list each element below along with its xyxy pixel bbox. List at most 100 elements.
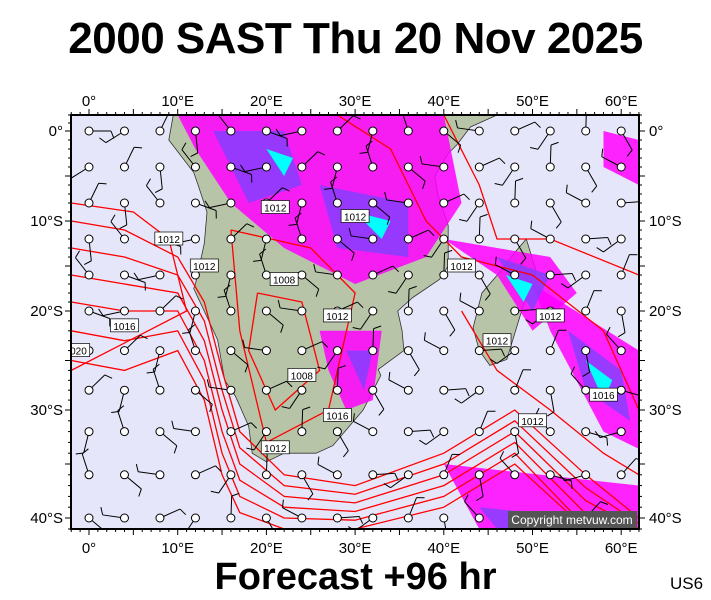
svg-text:1016: 1016 [592, 391, 615, 402]
isobar-label: 1012 [482, 333, 512, 348]
isobar [71, 330, 639, 529]
wind-barb [368, 470, 399, 481]
lat-tick-label: 0° [649, 123, 663, 140]
wind-barb [188, 324, 200, 356]
wind-barb [439, 193, 470, 208]
wind-barb [559, 470, 591, 482]
wind-barb [560, 270, 591, 289]
wind-barb [332, 115, 361, 136]
wind-barb [439, 306, 456, 337]
svg-text:Copyright metvuw.com: Copyright metvuw.com [511, 513, 632, 527]
wind-barb [84, 126, 115, 139]
wind-barb [616, 306, 626, 338]
wind-barb [100, 507, 129, 523]
wind-barb [510, 369, 532, 395]
wind-barb [226, 492, 240, 523]
wind-barb [439, 453, 461, 480]
wind-barb [403, 162, 426, 189]
wind-barb [384, 192, 413, 208]
lon-tick-label: 50°E [516, 93, 549, 110]
wind-barb [545, 329, 567, 356]
wind-barb [510, 427, 520, 458]
wind-barb [403, 427, 435, 438]
wind-barb [84, 306, 111, 327]
wind-barb [217, 115, 236, 136]
wind-barb [499, 451, 520, 480]
wind-barb [152, 363, 165, 395]
isobar-label: 1016 [110, 318, 139, 333]
isobar-label: 1008 [287, 368, 317, 382]
wind-barb [459, 292, 484, 316]
rain-area [603, 131, 639, 185]
isobar-label: 1020 [65, 343, 91, 358]
isobar-label: 1012 [340, 209, 370, 224]
svg-text:1020: 1020 [65, 347, 88, 358]
wind-barb [581, 234, 612, 245]
lon-tick-label: 20°E [250, 540, 283, 557]
wind-barb [570, 366, 591, 395]
wind-barb [226, 346, 249, 373]
lon-tick-label: 50°E [516, 540, 549, 557]
lat-tick-label: 10°S [649, 213, 682, 230]
wind-barb [545, 470, 573, 489]
wind-barb [601, 148, 626, 172]
rain-area-moderate [213, 131, 302, 203]
wind-barb [210, 470, 236, 494]
forecast-hour: Forecast +96 hr [214, 556, 497, 598]
wind-barb [261, 513, 274, 529]
wind-barb [332, 427, 349, 458]
wind-barb [474, 213, 488, 244]
lon-tick-label: 20°E [250, 93, 283, 110]
wind-barb [297, 470, 314, 501]
lat-tick-label: 10°S [30, 213, 63, 230]
model-code: US6 [670, 574, 704, 593]
wind-barb [226, 223, 255, 244]
wind-barb [190, 465, 222, 480]
wind-barb [474, 270, 491, 301]
wind-barb [261, 126, 288, 147]
wind-barb [119, 270, 146, 291]
wind-barb [297, 406, 311, 437]
svg-text:1008: 1008 [273, 276, 296, 287]
wind-barb [459, 198, 484, 222]
wind-barb [84, 513, 103, 529]
isobar-label: 1008 [269, 272, 299, 287]
isobar [71, 349, 639, 529]
wind-barb [388, 270, 413, 294]
wind-barb [403, 285, 417, 316]
wind-barb [596, 234, 626, 253]
wind-barb [317, 346, 342, 370]
isobar-label: 1012 [260, 200, 290, 215]
wind-barb [388, 371, 413, 395]
isobar-label: 1016 [589, 387, 618, 402]
wind-barb [439, 249, 453, 280]
wind-barb [277, 300, 307, 316]
wind-barb [423, 332, 449, 356]
wind-barb [510, 121, 541, 136]
wind-barb [313, 264, 342, 280]
wind-barb [275, 126, 307, 137]
rain-area-heavy [266, 149, 293, 176]
wind-barb [352, 306, 378, 330]
wind-barb [294, 212, 307, 244]
copyright-badge: Copyright metvuw.com [508, 511, 637, 528]
isobar [71, 301, 639, 529]
wind-barb [581, 162, 598, 193]
svg-text:1012: 1012 [264, 204, 287, 215]
lat-tick-label: 30°S [649, 402, 682, 419]
lat-tick-label: 40°S [649, 510, 682, 527]
svg-text:1012: 1012 [450, 262, 473, 273]
wind-barb [297, 341, 329, 356]
wind-barb [324, 162, 342, 190]
wind-barb [581, 290, 602, 316]
wind-barb [155, 115, 169, 136]
wind-barb [84, 374, 113, 395]
svg-text:1012: 1012 [264, 444, 287, 455]
wind-barb [281, 385, 307, 409]
wind-barb [261, 380, 293, 395]
wind-barb [154, 162, 165, 193]
wind-barb [171, 420, 200, 437]
wind-barb [119, 146, 143, 172]
wind-barb [204, 198, 236, 209]
wind-barb [368, 265, 399, 280]
